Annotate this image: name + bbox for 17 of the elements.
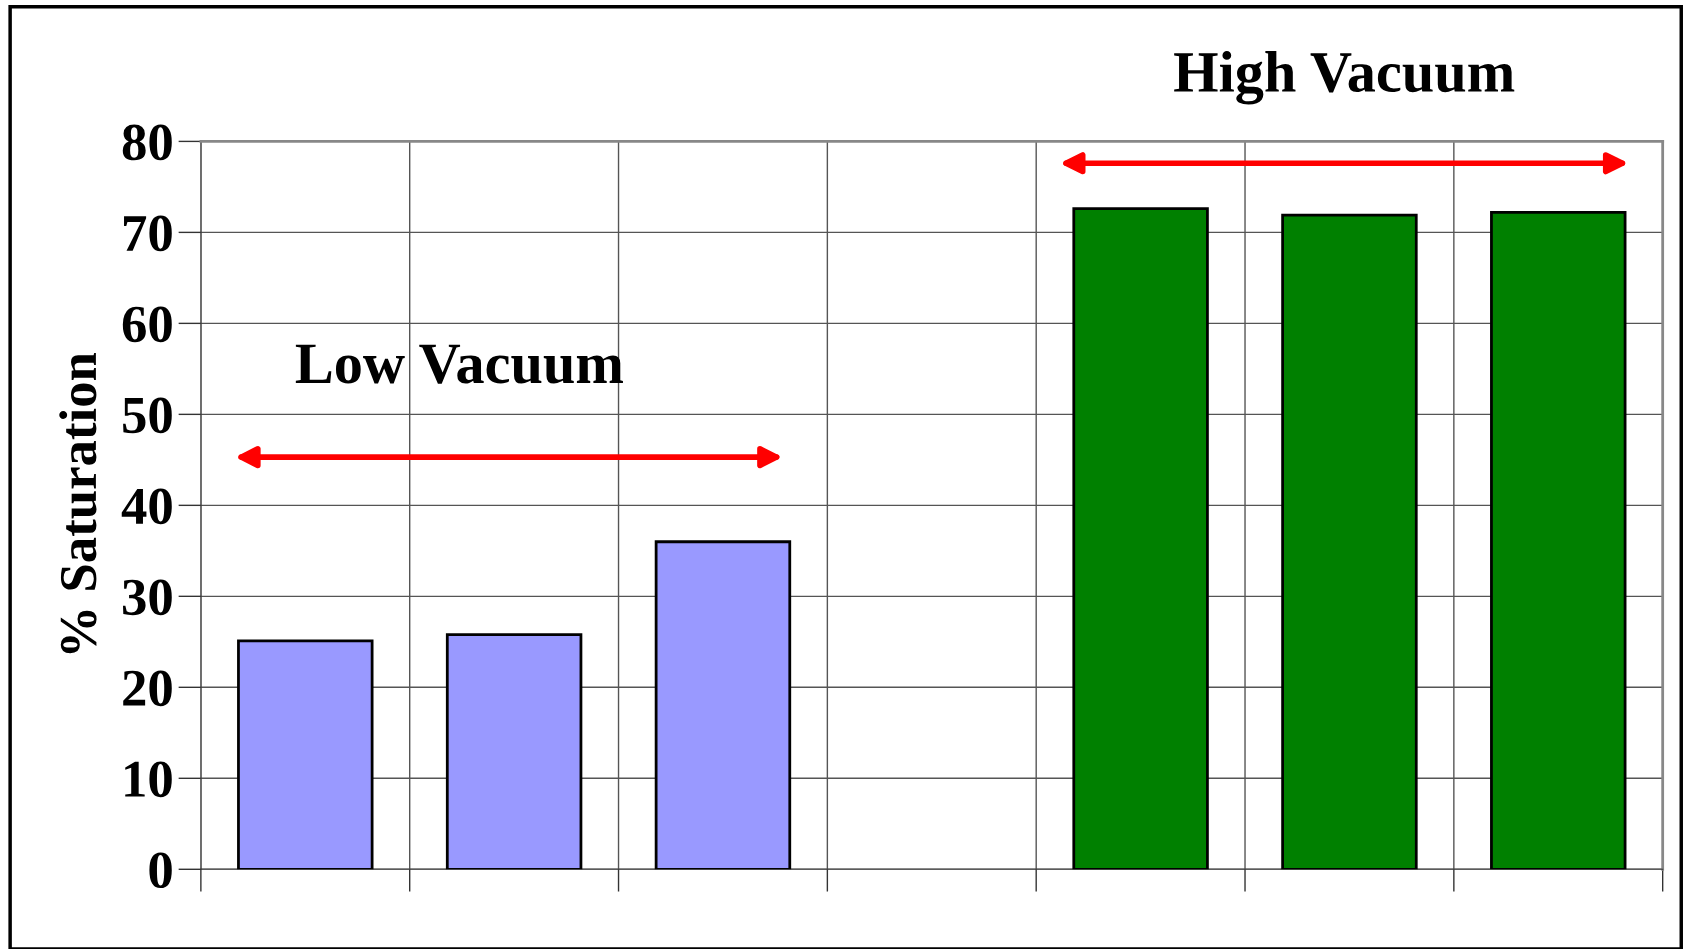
- y-tick-label: 10: [125, 761, 172, 798]
- y-tick-label: 30: [123, 579, 172, 616]
- y-tick-label: 20: [123, 670, 172, 707]
- text: High Vacuum: [1174, 51, 1515, 105]
- bar: [1281, 213, 1418, 870]
- bar: [654, 540, 792, 870]
- y-tick-label: 0: [149, 852, 172, 889]
- bar: [1072, 207, 1209, 870]
- bar: [445, 633, 583, 870]
- y-tick-label: 80: [122, 124, 172, 161]
- y-axis-title: % Saturation: [59, 352, 97, 654]
- y-tick-label: 60: [122, 306, 172, 343]
- bar: [1490, 210, 1627, 870]
- y-tick-label: 70: [124, 215, 172, 252]
- y-tick-label: 50: [123, 397, 172, 434]
- y-tick-label: 40: [121, 488, 172, 525]
- bar: [237, 639, 374, 870]
